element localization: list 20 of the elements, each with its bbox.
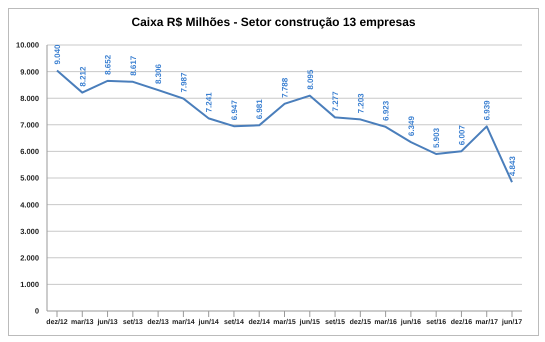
chart-title: Caixa R$ Milhões - Setor construção 13 empresas <box>130 15 417 29</box>
data-label: 5.903 <box>432 127 442 148</box>
data-label: 7.788 <box>280 77 290 98</box>
data-label: 8.095 <box>306 69 315 90</box>
data-label: 9.040 <box>53 44 62 65</box>
data-label: 6.947 <box>230 100 239 120</box>
data-label: 4.843 <box>508 156 517 176</box>
data-label: 8.212 <box>78 66 88 87</box>
data-label: 6.007 <box>457 124 466 146</box>
data-label: 7.277 <box>331 90 340 112</box>
data-label: 8.617 <box>128 55 138 76</box>
data-label: 6.981 <box>255 98 264 120</box>
data-label: 8.652 <box>104 54 113 75</box>
data-label: 7.241 <box>204 92 214 112</box>
data-label: 6.923 <box>382 100 391 121</box>
data-label: 8.306 <box>154 63 164 84</box>
data-label: 7.987 <box>179 72 188 93</box>
data-label: 7.203 <box>356 92 366 114</box>
data-label: 6.349 <box>406 116 416 136</box>
data-label: 6.939 <box>482 100 492 120</box>
